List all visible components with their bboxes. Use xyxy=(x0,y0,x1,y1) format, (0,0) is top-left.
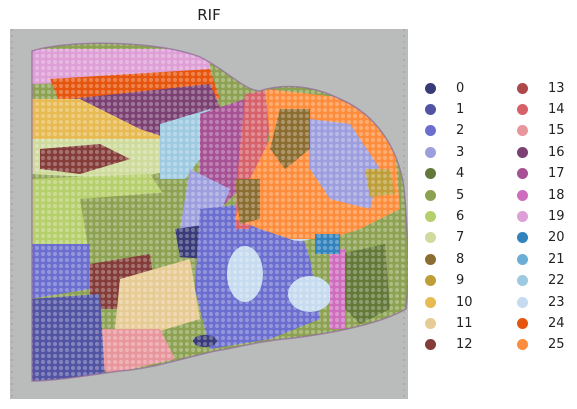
legend-label: 11 xyxy=(456,315,473,331)
legend-label: 24 xyxy=(548,315,565,331)
legend-label: 25 xyxy=(548,337,565,353)
legend-label: 12 xyxy=(456,337,473,353)
legend-label: 3 xyxy=(456,144,465,160)
legend-item-10: 10 xyxy=(425,293,473,311)
legend-item-4: 4 xyxy=(425,165,464,183)
legend-swatch xyxy=(425,189,436,201)
legend-swatch xyxy=(517,296,528,308)
legend-item-5: 5 xyxy=(425,186,464,204)
legend-item-23: 23 xyxy=(517,293,565,311)
legend-label: 14 xyxy=(548,101,565,117)
legend-label: 17 xyxy=(548,166,565,182)
legend-label: 15 xyxy=(548,123,565,139)
slide-edge-spots xyxy=(11,29,405,399)
legend-item-12: 12 xyxy=(425,336,473,354)
legend-item-11: 11 xyxy=(425,314,473,332)
legend-item-15: 15 xyxy=(517,122,565,140)
legend-label: 19 xyxy=(548,208,565,224)
legend-swatch xyxy=(425,82,436,94)
legend-swatch xyxy=(425,232,436,244)
legend-swatch xyxy=(517,339,528,351)
legend-swatch xyxy=(517,210,528,222)
legend-item-13: 13 xyxy=(517,79,565,97)
legend-label: 18 xyxy=(548,187,565,203)
legend-swatch xyxy=(517,275,528,287)
legend-swatch xyxy=(517,82,528,94)
legend-item-9: 9 xyxy=(425,272,464,290)
legend-swatch xyxy=(425,210,436,222)
legend-label: 20 xyxy=(548,230,565,246)
legend-swatch xyxy=(517,232,528,244)
legend-swatch xyxy=(517,168,528,180)
tissue-outline xyxy=(31,42,408,382)
plot-title: RIF xyxy=(197,6,221,24)
legend-item-18: 18 xyxy=(517,186,565,204)
legend-swatch xyxy=(425,168,436,180)
legend-label: 16 xyxy=(548,144,565,160)
legend-item-3: 3 xyxy=(425,143,464,161)
legend-label: 23 xyxy=(548,294,565,310)
legend-swatch xyxy=(517,146,528,158)
legend-label: 21 xyxy=(548,251,565,267)
legend-swatch xyxy=(425,253,436,265)
legend-label: 22 xyxy=(548,273,565,289)
legend-swatch xyxy=(517,103,528,115)
legend-item-20: 20 xyxy=(517,229,565,247)
spatial-tissue-plot xyxy=(10,29,408,399)
legend-swatch xyxy=(425,275,436,287)
legend-label: 2 xyxy=(456,123,465,139)
legend-item-8: 8 xyxy=(425,250,464,268)
legend-swatch xyxy=(517,253,528,265)
legend-item-24: 24 xyxy=(517,314,565,332)
legend-item-17: 17 xyxy=(517,165,565,183)
legend-label: 7 xyxy=(456,230,465,246)
legend-item-22: 22 xyxy=(517,272,565,290)
legend-swatch xyxy=(425,103,436,115)
legend-swatch xyxy=(425,296,436,308)
legend-label: 6 xyxy=(456,208,465,224)
legend-swatch xyxy=(517,317,528,329)
legend-item-6: 6 xyxy=(425,207,464,225)
legend-label: 9 xyxy=(456,273,465,289)
legend-label: 1 xyxy=(456,101,465,117)
legend-swatch xyxy=(517,189,528,201)
legend-item-25: 25 xyxy=(517,336,565,354)
legend-item-7: 7 xyxy=(425,229,464,247)
legend-label: 4 xyxy=(456,166,465,182)
legend-item-0: 0 xyxy=(425,79,464,97)
legend-item-2: 2 xyxy=(425,122,464,140)
legend-item-1: 1 xyxy=(425,100,464,118)
legend-label: 5 xyxy=(456,187,465,203)
legend-item-21: 21 xyxy=(517,250,565,268)
legend-item-19: 19 xyxy=(517,207,565,225)
legend-label: 8 xyxy=(456,251,465,267)
legend-label: 10 xyxy=(456,294,473,310)
legend-label: 0 xyxy=(456,80,465,96)
legend-swatch xyxy=(517,125,528,137)
legend-swatch xyxy=(425,317,436,329)
legend: 0 1 2 3 4 5 6 7 8 9 10 11 12 13 14 15 16 17 18 19 20 21 22 23 24… xyxy=(425,79,575,379)
legend-swatch xyxy=(425,146,436,158)
legend-swatch xyxy=(425,339,436,351)
legend-label: 13 xyxy=(548,80,565,96)
legend-swatch xyxy=(425,125,436,137)
legend-item-16: 16 xyxy=(517,143,565,161)
legend-item-14: 14 xyxy=(517,100,565,118)
